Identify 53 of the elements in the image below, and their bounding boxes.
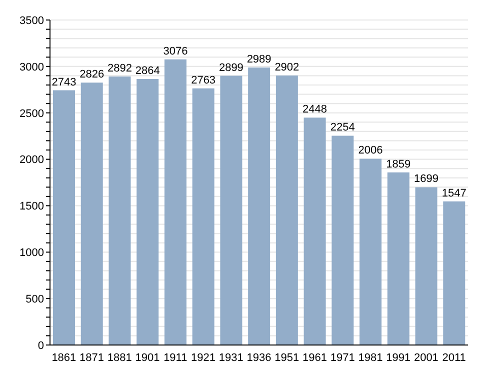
bar (220, 76, 242, 345)
y-tick-label: 0 (38, 340, 44, 352)
bar (360, 158, 382, 345)
bar (192, 88, 214, 345)
x-tick-label: 1971 (330, 352, 355, 364)
data-label: 2254 (330, 122, 355, 134)
bar (276, 76, 298, 345)
x-tick-label: 1901 (135, 352, 160, 364)
y-tick-label: 2000 (20, 154, 44, 166)
data-label: 2892 (107, 62, 132, 74)
bar (387, 172, 410, 345)
data-label: 2902 (274, 62, 300, 74)
y-tick-label: 2500 (20, 108, 44, 120)
bar (415, 187, 438, 345)
bar (136, 79, 159, 345)
y-tick-label: 1500 (20, 200, 44, 213)
bar (80, 82, 103, 345)
x-tick-label: 1936 (246, 352, 272, 364)
x-tick-label: 1981 (358, 352, 383, 364)
x-tick-label: 1991 (386, 352, 411, 364)
data-label: 1547 (442, 187, 466, 200)
data-label: 2826 (80, 68, 104, 81)
data-label: 2448 (302, 104, 328, 116)
bar (248, 67, 270, 345)
data-label: 3076 (163, 45, 188, 58)
x-tick-label: 1871 (80, 352, 104, 364)
data-label: 2899 (218, 62, 244, 74)
x-tick-label: 2011 (442, 352, 466, 364)
bar (164, 59, 186, 345)
data-label: 2743 (52, 76, 76, 88)
bar (304, 118, 326, 345)
x-tick-label: 1911 (164, 352, 188, 364)
y-tick-label: 500 (26, 293, 44, 306)
y-tick-label: 1000 (20, 247, 44, 260)
x-tick-label: 1881 (107, 352, 132, 364)
x-tick-label: 1951 (274, 352, 300, 364)
bar (332, 136, 354, 345)
data-label: 1859 (386, 158, 411, 170)
data-label: 2864 (135, 65, 160, 78)
y-tick-label: 3000 (20, 61, 44, 74)
x-tick-label: 2001 (414, 352, 438, 364)
data-label: 1699 (414, 173, 439, 186)
x-tick-label: 1861 (52, 352, 76, 364)
bar (443, 201, 466, 345)
data-label: 2006 (358, 144, 383, 157)
bar (53, 90, 75, 345)
x-tick-label: 1961 (302, 352, 327, 364)
x-tick-label: 1931 (218, 352, 244, 364)
bar (108, 76, 131, 345)
data-label: 2989 (246, 53, 272, 66)
data-label: 2763 (191, 74, 216, 86)
x-tick-label: 1921 (191, 352, 216, 364)
y-tick-label: 3500 (20, 14, 44, 27)
